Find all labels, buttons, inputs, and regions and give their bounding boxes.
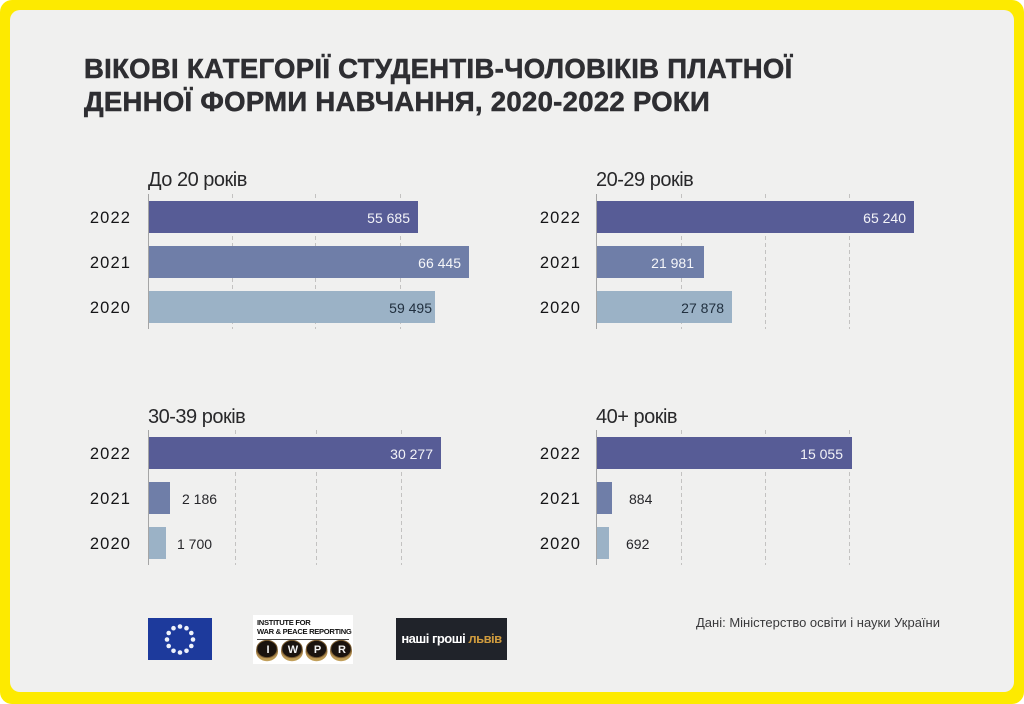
svg-text:W: W <box>288 644 299 656</box>
svg-text:R: R <box>338 644 346 656</box>
svg-text:P: P <box>314 644 321 656</box>
svg-text:I: I <box>266 644 269 656</box>
